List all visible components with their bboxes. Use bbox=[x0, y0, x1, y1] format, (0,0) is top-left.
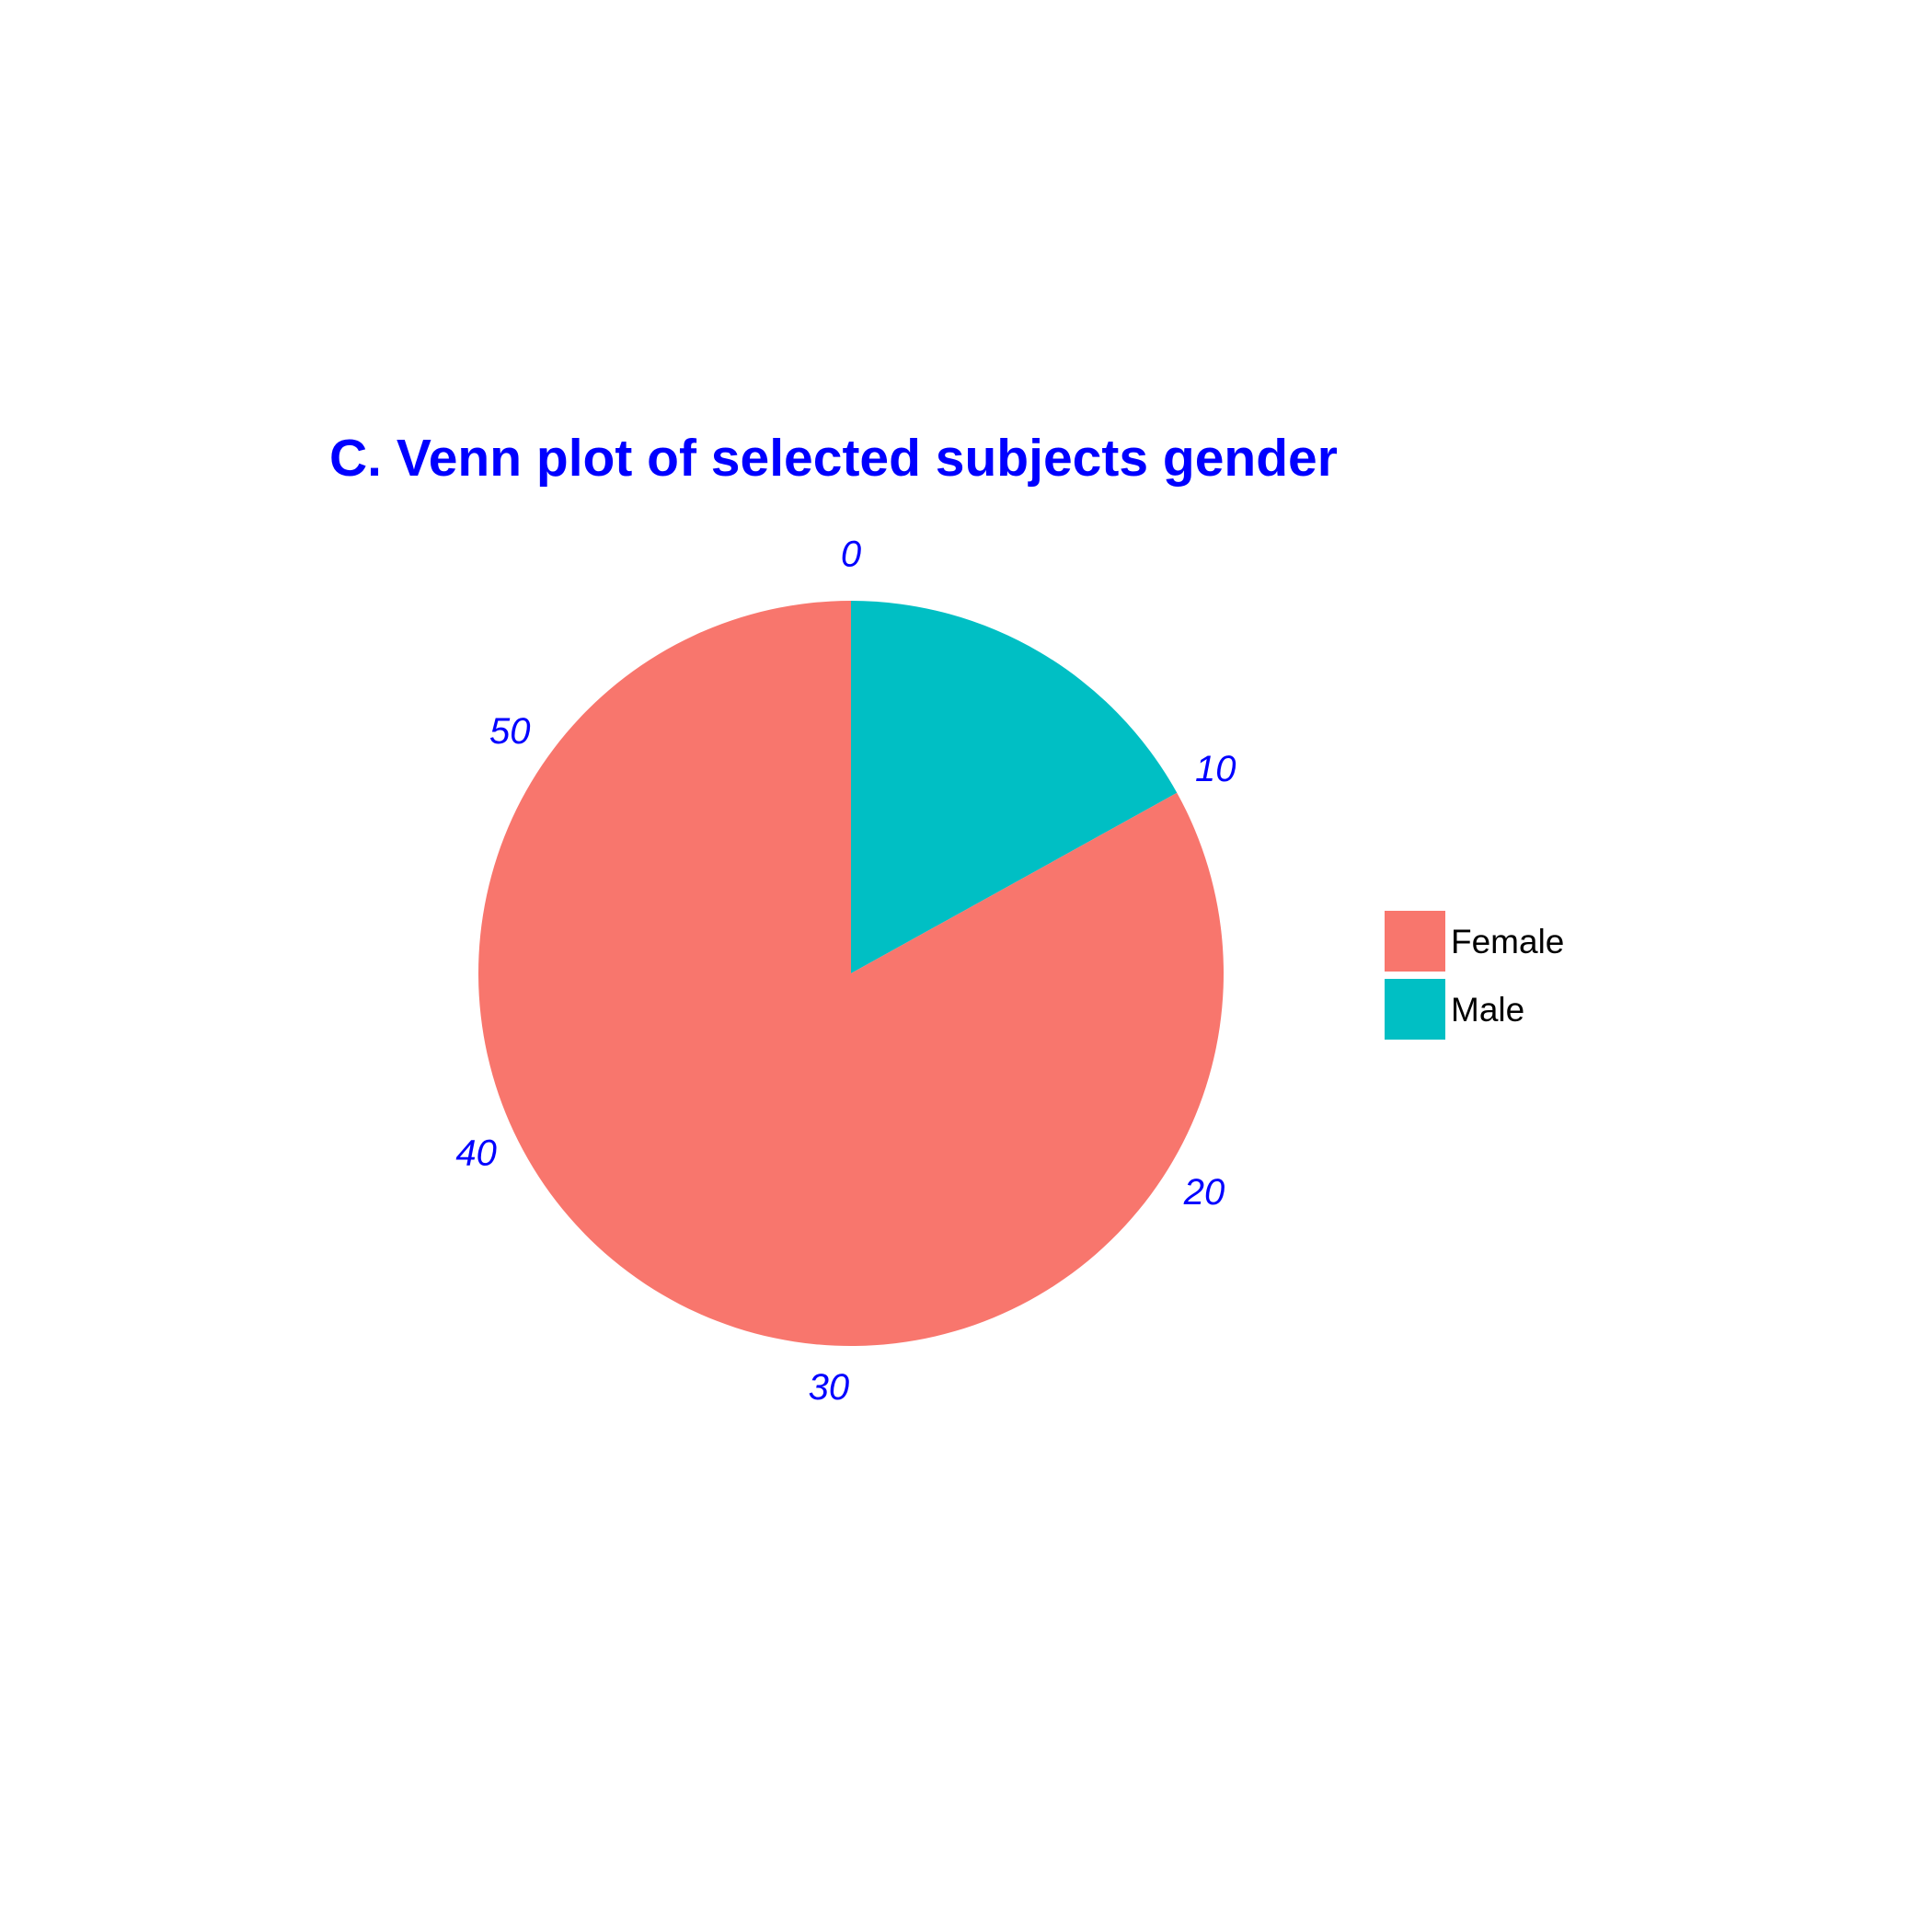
tick-label-40: 40 bbox=[455, 1133, 497, 1174]
pie-slice-female bbox=[477, 601, 1224, 1346]
pie-slice-male bbox=[851, 601, 1178, 973]
tick-label-20: 20 bbox=[1183, 1172, 1225, 1213]
angle-tick-labels: 0 10 20 30 40 50 bbox=[455, 535, 1236, 1408]
tick-label-50: 50 bbox=[489, 711, 531, 752]
legend-label-male: Male bbox=[1451, 991, 1524, 1029]
legend-label-female: Female bbox=[1451, 923, 1564, 960]
chart-title: C. Venn plot of selected subjects gender bbox=[329, 429, 1338, 488]
tick-label-30: 30 bbox=[809, 1367, 850, 1408]
tick-label-0: 0 bbox=[841, 535, 861, 575]
pie-slices bbox=[477, 601, 1224, 1346]
legend-key-female bbox=[1385, 911, 1445, 972]
legend: Female Male bbox=[1385, 911, 1564, 1040]
legend-key-male bbox=[1385, 979, 1445, 1040]
tick-label-10: 10 bbox=[1195, 749, 1236, 789]
